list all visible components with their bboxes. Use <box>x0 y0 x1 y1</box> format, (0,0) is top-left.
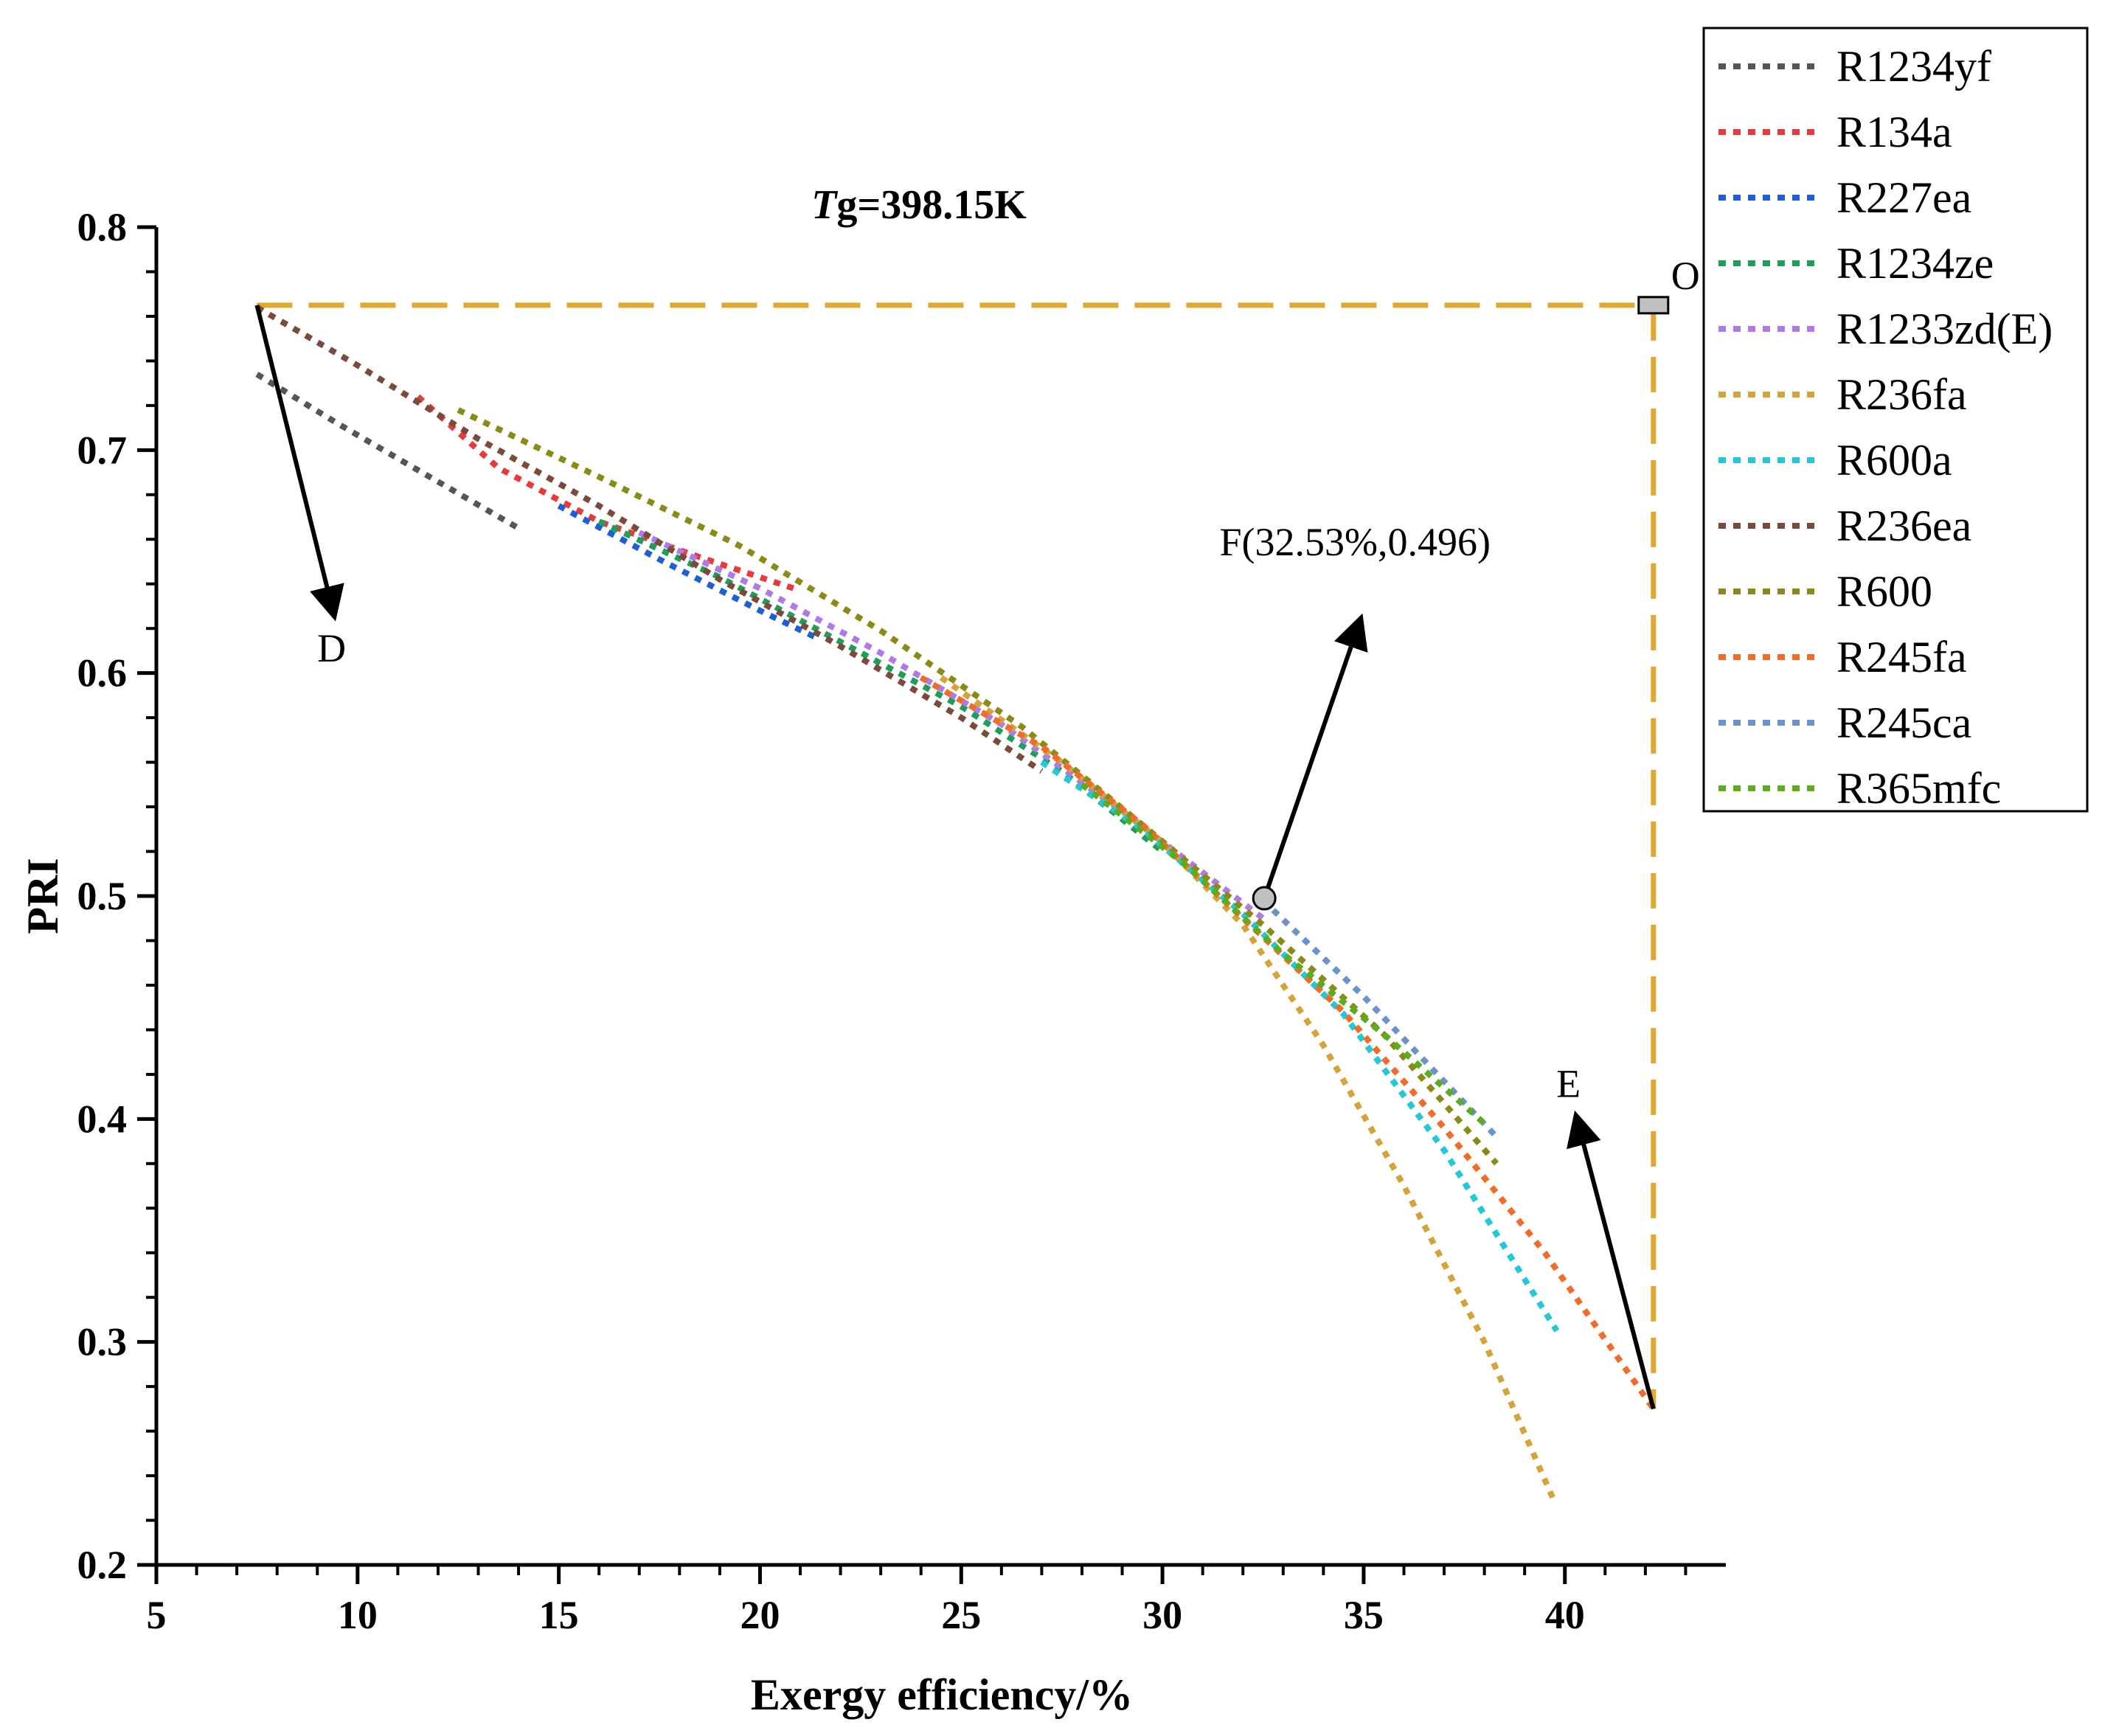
legend-label: R134a <box>1836 108 1952 156</box>
series-line-4 <box>638 530 1265 921</box>
y-tick-label: 0.3 <box>77 1320 128 1364</box>
y-axis-title: PRI <box>18 858 67 934</box>
x-tick-label: 40 <box>1545 1593 1585 1637</box>
annotations: O D E F(32.53%,0.496) <box>254 254 1700 1410</box>
x-tick-label: 5 <box>147 1593 167 1637</box>
legend-label: R1234yf <box>1836 42 1991 91</box>
legend-box <box>1702 27 2089 813</box>
x-tick-label: 10 <box>338 1593 378 1637</box>
point-d-label: D <box>317 626 346 670</box>
legend-label: R1234ze <box>1836 239 1994 288</box>
chart-title: Tg=398.15K <box>811 182 1027 228</box>
reference-lines <box>257 302 1657 1409</box>
arrow-f <box>1262 613 1368 900</box>
legend-label: R600a <box>1836 436 1952 485</box>
x-axis-title: Exergy efficiency/% <box>751 1670 1133 1719</box>
arrow-e <box>1567 1110 1656 1410</box>
y-tick-label: 0.5 <box>77 874 128 918</box>
series-line-1 <box>416 394 802 594</box>
series-line-2 <box>557 503 822 642</box>
legend-label: R245ca <box>1836 698 1971 747</box>
series-layer <box>255 305 1657 1499</box>
x-tick-label: 25 <box>941 1593 981 1637</box>
y-tick-label: 0.7 <box>77 428 128 472</box>
series-line-0 <box>255 372 521 531</box>
series-line-9 <box>919 675 1657 1411</box>
point-o-label: O <box>1671 254 1700 298</box>
axes <box>154 227 1726 1567</box>
legend-label: R236fa <box>1836 370 1967 419</box>
legend-label: R245fa <box>1836 633 1967 681</box>
y-tick-label: 0.4 <box>77 1097 128 1141</box>
y-tick-label: 0.6 <box>77 651 128 695</box>
ticks <box>137 225 1688 1584</box>
tick-labels: 5 10 15 20 25 30 35 40 0.2 0.3 0.4 0.5 0.6 0.7 0.8 <box>77 205 1585 1637</box>
legend-label: R227ea <box>1836 173 1971 222</box>
series-line-5 <box>939 675 1556 1499</box>
series-line-11 <box>1080 782 1487 1126</box>
legend: R1234yf R134a R227ea R1234ze R1233zd(E) R236f… <box>1702 27 2089 813</box>
point-f-marker <box>1252 886 1277 911</box>
legend-label: R365mfc <box>1836 764 2001 813</box>
series-line-6 <box>1040 760 1560 1333</box>
point-f-label: F(32.53%,0.496) <box>1219 520 1490 564</box>
y-tick-label: 0.2 <box>77 1543 128 1587</box>
y-tick-label: 0.8 <box>77 205 128 249</box>
legend-label: R1233zd(E) <box>1836 305 2053 353</box>
legend-label: R236ea <box>1836 501 1971 550</box>
x-tick-label: 35 <box>1344 1593 1384 1637</box>
series-line-10 <box>1260 898 1499 1139</box>
legend-items: R1234yf R134a R227ea R1234ze R1233zd(E) R236f… <box>1718 42 2053 813</box>
legend-label: R600 <box>1836 567 1932 616</box>
point-o-marker <box>1637 296 1670 315</box>
arrow-d <box>254 305 344 622</box>
point-e-label: E <box>1556 1061 1581 1105</box>
series-line-8 <box>457 407 1499 1166</box>
x-tick-label: 30 <box>1142 1593 1182 1637</box>
x-tick-label: 20 <box>740 1593 780 1637</box>
series-line-7 <box>255 305 1044 774</box>
x-tick-label: 15 <box>539 1593 579 1637</box>
